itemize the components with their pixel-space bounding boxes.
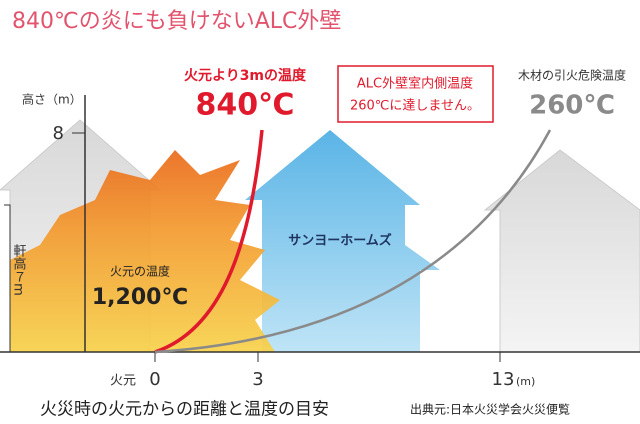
y-tick-label: 8 (53, 123, 64, 144)
x-tick-label: 13 (492, 369, 515, 390)
near-label: 火元より3mの温度 (184, 67, 307, 84)
temperature-curve-near (154, 129, 264, 354)
eave-bracket (4, 204, 11, 353)
wood-value: 260℃ (529, 91, 615, 121)
temperature-curve-wood (154, 129, 552, 354)
house-label: サンヨーホームズ (288, 233, 392, 249)
alc-line: 260℃に達しません。 (350, 99, 480, 114)
alc-line: ALC外壁室内側温度 (357, 76, 473, 92)
x-tick-label: 0 (149, 369, 160, 390)
x-tick-label: 3 (252, 369, 263, 390)
right-house (483, 149, 640, 353)
alc-box (337, 65, 494, 123)
wood-label: 木材の引火危険温度 (518, 68, 626, 83)
source: 出典元:日本火災学会火災便覧 (410, 402, 570, 417)
y-axis-label: 高さ（m） (22, 92, 82, 107)
near-value: 840℃ (196, 88, 295, 123)
x-unit: (m) (516, 375, 535, 388)
fire-label: 火元の温度 (110, 264, 170, 279)
caption: 火災時の火元からの距離と温度の目安 (40, 400, 329, 420)
fire-value: 1,200℃ (92, 285, 188, 310)
fire (10, 150, 280, 352)
title: 840℃の炎にも負けないALC外壁 (12, 9, 341, 34)
origin-label: 火元 (110, 374, 136, 389)
alc-house (245, 130, 440, 352)
eave-label: 軒高７m (11, 244, 27, 296)
